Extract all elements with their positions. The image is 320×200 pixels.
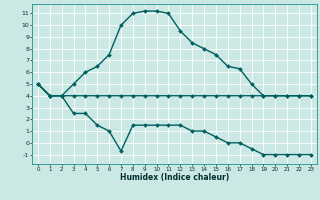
X-axis label: Humidex (Indice chaleur): Humidex (Indice chaleur) xyxy=(120,173,229,182)
